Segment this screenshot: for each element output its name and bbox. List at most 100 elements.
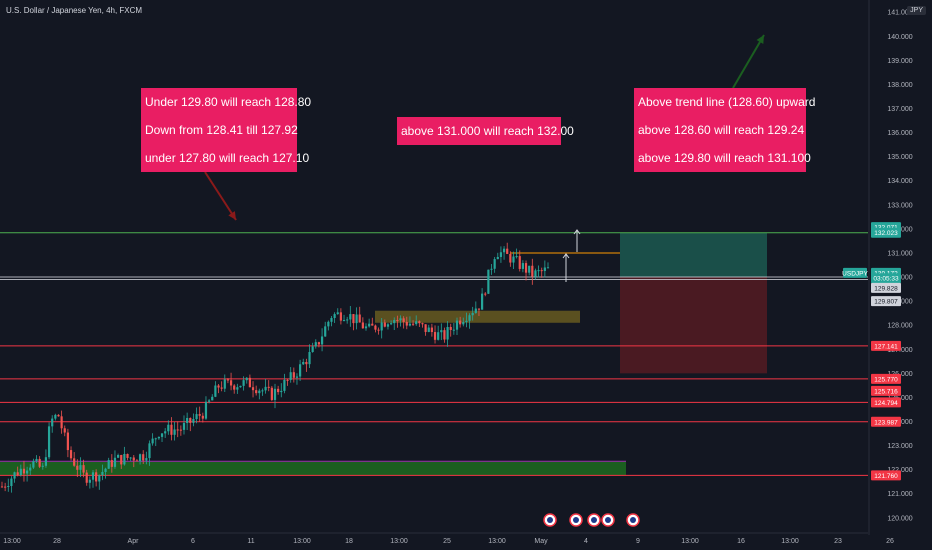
chart-title: U.S. Dollar / Japanese Yen, 4h, FXCM <box>6 6 143 15</box>
candle-body <box>474 308 477 313</box>
candle-body <box>101 471 104 476</box>
event-badges[interactable] <box>543 513 640 527</box>
candle-body <box>427 327 430 332</box>
candle-body <box>364 326 368 329</box>
price-tag <box>871 227 901 238</box>
candle-body <box>182 423 186 430</box>
y-tick-label: 136.000 <box>887 130 912 137</box>
base-box <box>0 461 626 476</box>
price-tag <box>871 296 901 307</box>
candle-body <box>411 323 415 325</box>
candle-body <box>264 386 267 391</box>
candle-body <box>327 321 330 327</box>
candle-body <box>16 472 19 476</box>
candle-body <box>154 438 157 440</box>
candle-body <box>286 379 289 381</box>
candle-body <box>399 318 402 321</box>
down-arrow-head <box>228 211 236 220</box>
candle-body <box>292 372 295 378</box>
candle-body <box>248 377 251 388</box>
y-tick-label: 121.000 <box>887 491 912 498</box>
candle-body <box>79 465 82 470</box>
currency-badge[interactable]: JPY <box>907 6 926 15</box>
candle-body <box>499 252 503 257</box>
candle-body <box>524 263 528 273</box>
y-tick-label: 138.000 <box>887 82 912 89</box>
candle-body <box>455 320 459 330</box>
candle-body <box>355 314 358 324</box>
candle-body <box>333 314 336 319</box>
event-badge-flag-1 <box>573 517 579 523</box>
candle-body <box>424 324 427 332</box>
note-right-line-1: Above trend line (128.60) upward <box>638 95 816 109</box>
candle-body <box>189 417 192 423</box>
candle-body <box>386 324 390 327</box>
candle-body <box>10 478 13 487</box>
candle-body <box>63 428 66 433</box>
x-tick-label: 9 <box>636 538 640 545</box>
candle-body <box>226 379 230 381</box>
candle-body <box>267 386 270 388</box>
price-tag-label: 129.807 <box>874 299 898 306</box>
candle-body <box>113 457 117 467</box>
x-tick-label: 13:00 <box>390 538 408 545</box>
x-tick-label: 18 <box>345 538 353 545</box>
candle-body <box>283 379 286 391</box>
y-tick-label: 128.000 <box>887 323 912 330</box>
candle-body <box>148 443 151 459</box>
candle-body <box>195 414 198 420</box>
candle-body <box>204 401 208 419</box>
candle-body <box>110 460 113 467</box>
x-tick-label: May <box>534 538 548 545</box>
candle-body <box>104 468 107 472</box>
candle-body <box>192 419 195 423</box>
candlestick-series <box>0 242 550 493</box>
y-tick-label: 123.000 <box>887 443 912 450</box>
price-tag-label: 03:05:33 <box>873 276 899 283</box>
candle-body <box>342 320 346 322</box>
price-tag <box>871 373 901 384</box>
price-axis[interactable]: 120.000121.000122.000123.000124.000125.0… <box>868 0 913 535</box>
candle-body <box>452 329 455 331</box>
candle-body <box>91 472 95 480</box>
candle-body <box>308 352 311 365</box>
price-tag-label: 121.760 <box>874 473 898 480</box>
note-right-line-3: above 129.80 will reach 131.100 <box>638 151 811 165</box>
event-badge-flag-4 <box>630 517 636 523</box>
candle-body <box>98 475 101 482</box>
note-middle: above 131.000 will reach 132.00 <box>397 117 574 145</box>
chart-zones <box>0 232 767 476</box>
candle-body <box>60 416 63 429</box>
time-axis[interactable]: 13:00 28 Apr 6 11 13:00 18 13:00 25 13:00 May 4 9 13:… <box>0 532 894 545</box>
candle-body <box>305 361 308 365</box>
candle-body <box>543 267 546 272</box>
candle-body <box>537 270 540 272</box>
candle-body <box>214 385 217 397</box>
note-left: Under 129.80 will reach 128.80 Down from… <box>141 88 311 172</box>
candle-body <box>54 414 57 419</box>
candle-body <box>377 329 380 331</box>
candle-body <box>393 320 396 324</box>
candle-body <box>317 342 321 345</box>
candle-body <box>7 486 10 488</box>
candle-body <box>198 414 201 416</box>
candle-body <box>346 319 349 321</box>
candle-body <box>32 461 35 468</box>
price-tag-label: 125.770 <box>874 376 898 383</box>
candle-body <box>440 330 443 333</box>
candle-body <box>201 415 204 419</box>
candle-body <box>546 267 550 269</box>
x-tick-label: 6 <box>191 538 195 545</box>
candle-body <box>217 385 220 388</box>
candle-body <box>26 470 29 474</box>
candle-body <box>289 372 292 380</box>
candle-body <box>69 450 73 459</box>
candle-body <box>123 453 126 465</box>
candle-body <box>0 486 4 488</box>
candle-body <box>471 312 474 316</box>
x-tick-label: 4 <box>584 538 588 545</box>
candle-body <box>502 248 506 253</box>
candle-body <box>73 458 76 466</box>
candle-body <box>4 486 7 488</box>
